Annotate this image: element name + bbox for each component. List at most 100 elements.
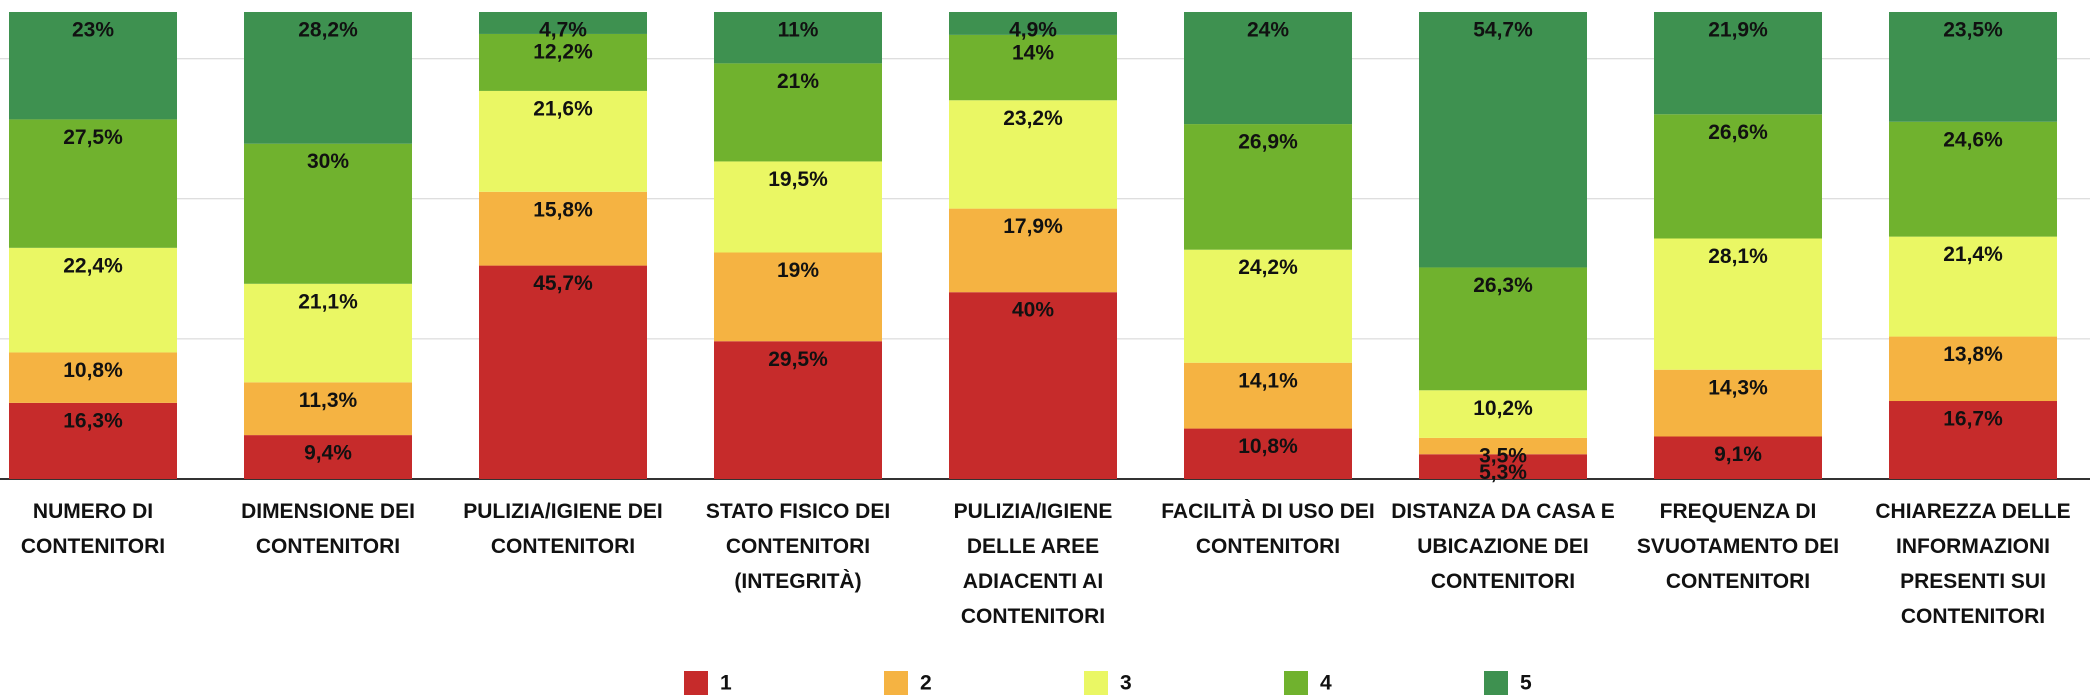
data-label: 45,7% (533, 272, 593, 295)
bar-segment (479, 265, 647, 479)
data-label: 17,9% (1003, 215, 1063, 238)
data-label: 10,2% (1473, 397, 1533, 420)
data-label: 22,4% (63, 254, 123, 277)
data-label: 28,2% (298, 19, 358, 42)
bar-segment (244, 143, 412, 284)
data-label: 21% (777, 70, 819, 93)
data-label: 40% (1012, 299, 1054, 322)
x-tick-label: FREQUENZA DI SVUOTAMENTO DEI CONTENITORI (1636, 500, 1840, 593)
bar-segment (1419, 12, 1587, 268)
data-label: 5,3% (1479, 461, 1527, 484)
bar-segment (714, 12, 882, 64)
bar-segment (1889, 401, 2057, 479)
bar-segment (9, 12, 177, 120)
data-label: 14,3% (1708, 376, 1768, 399)
data-label: 27,5% (63, 126, 123, 149)
legend-label: 4 (1320, 672, 1332, 695)
bar-segment (714, 161, 882, 253)
data-label: 30% (307, 150, 349, 173)
bar-segment (1889, 336, 2057, 402)
bar-segment (949, 12, 1117, 35)
data-label: 29,5% (768, 348, 828, 371)
data-label: 19,5% (768, 168, 828, 191)
legend-swatch (684, 671, 708, 695)
bar-segment (1184, 124, 1352, 250)
bar-segment (1889, 236, 2057, 337)
bar-segment (1654, 238, 1822, 370)
bar-segment (1419, 454, 1587, 479)
bar-segment (1654, 114, 1822, 239)
data-label: 26,6% (1708, 121, 1768, 144)
bar-segment (714, 252, 882, 342)
bar-segment (714, 63, 882, 162)
data-label: 11,3% (299, 389, 358, 412)
legend-label: 5 (1520, 672, 1532, 695)
data-label: 26,3% (1473, 274, 1533, 297)
x-tick-label: PULIZIA/IGIENE DELLE AREE ADIACENTI AI C… (953, 500, 1113, 628)
data-label: 28,1% (1708, 245, 1768, 268)
bar-segment (1184, 249, 1352, 363)
data-label: 3,5% (1479, 444, 1527, 467)
legend-label: 1 (720, 672, 732, 695)
legend-swatch (1084, 671, 1108, 695)
data-label: 11% (778, 19, 819, 42)
legend-label: 3 (1120, 672, 1132, 695)
data-label: 9,4% (304, 442, 352, 465)
bar-segment (9, 119, 177, 248)
x-tick-label: FACILITÀ DI USO DEI CONTENITORI (1161, 500, 1375, 558)
data-label: 19% (777, 259, 819, 282)
bar-segment (949, 292, 1117, 479)
bar-segment (1654, 436, 1822, 479)
bar-segment (9, 402, 177, 479)
bar-segment (949, 208, 1117, 293)
data-label: 16,3% (63, 409, 123, 432)
legend-swatch (1284, 671, 1308, 695)
bar-segment (479, 12, 647, 34)
x-tick-label: STATO FISICO DEI CONTENITORI (INTEGRITÀ) (705, 500, 891, 593)
x-tick-label: NUMERO DI CONTENITORI (20, 500, 166, 558)
bar-segment (1419, 437, 1587, 455)
x-tick-label: DISTANZA DA CASA E UBICAZIONE DEI CONTEN… (1391, 500, 1615, 593)
data-label: 10,8% (1238, 435, 1298, 458)
bar-segment (9, 352, 177, 403)
data-label: 10,8% (63, 359, 123, 382)
data-label: 14% (1012, 41, 1054, 64)
data-label: 14,1% (1238, 369, 1298, 392)
data-label: 16,7% (1943, 408, 2003, 431)
bar-segment (949, 34, 1117, 101)
bar-segment (244, 283, 412, 383)
bar-segment (949, 100, 1117, 209)
data-label: 13,8% (1943, 343, 2003, 366)
bar-segment (479, 90, 647, 192)
data-label: 15,8% (533, 198, 593, 221)
data-label: 21,9% (1708, 19, 1768, 42)
bar-segment (1419, 390, 1587, 438)
data-label: 21,1% (298, 290, 358, 313)
data-label: 21,4% (1943, 243, 2003, 266)
x-tick-label: PULIZIA/IGIENE DEI CONTENITORI (463, 500, 663, 558)
bar-segment (9, 247, 177, 353)
bar-segment (714, 341, 882, 479)
data-label: 24,6% (1943, 128, 2003, 151)
data-label: 24% (1247, 19, 1289, 42)
bar-segment (1654, 369, 1822, 437)
data-label: 4,9% (1009, 19, 1057, 42)
bar-segment (1184, 362, 1352, 429)
bar-segment (1889, 121, 2057, 237)
bar-segment (1889, 12, 2057, 122)
legend-swatch (884, 671, 908, 695)
data-label: 26,9% (1238, 131, 1298, 154)
x-tick-label: DIMENSIONE DEI CONTENITORI (241, 500, 415, 558)
data-label: 9,1% (1714, 443, 1762, 466)
data-label: 12,2% (533, 40, 593, 63)
x-tick-label: CHIAREZZA DELLE INFORMAZIONI PRESENTI SU… (1875, 500, 2071, 628)
bar-segment (479, 33, 647, 91)
data-label: 21,6% (533, 97, 593, 120)
data-label: 23% (72, 19, 114, 42)
bar-segment (244, 12, 412, 144)
bar-segment (1184, 12, 1352, 125)
data-label: 54,7% (1473, 19, 1533, 42)
bar-segment (1184, 428, 1352, 479)
